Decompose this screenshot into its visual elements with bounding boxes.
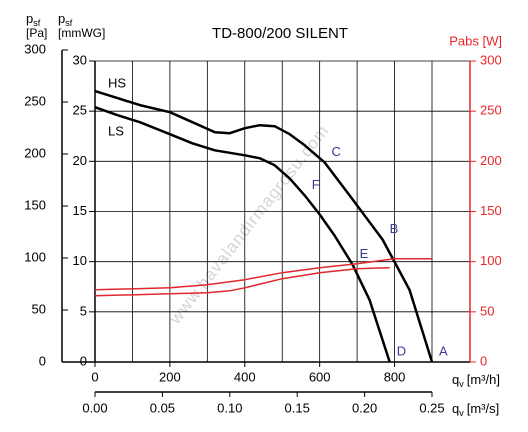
series-label: LS: [108, 124, 124, 139]
y-tick-label: 15: [73, 203, 87, 218]
axis-unit: [mmWG]: [58, 26, 105, 40]
label-symbol: q: [452, 401, 459, 416]
y-tick-label: 0: [80, 353, 87, 368]
y2-tick-label: 0: [480, 353, 487, 368]
watermark: www.havalandirmagrosu.com: [165, 121, 333, 328]
y2-tick-label: 50: [480, 303, 494, 318]
point-label: C: [332, 144, 341, 159]
y2-label: Pabs [W]: [449, 33, 502, 48]
label-sub: sf: [65, 18, 73, 28]
series-line: [94, 266, 390, 297]
y2-tick-label: 200: [480, 153, 502, 168]
x-tick-label: 0: [91, 369, 98, 384]
series-line: [94, 257, 432, 291]
series-line: [94, 106, 391, 363]
x-tick-label: 400: [234, 369, 256, 384]
label-sub: sf: [33, 18, 41, 28]
pa-tick-label: 150: [24, 197, 46, 212]
axis-label: psf: [26, 11, 41, 28]
label-sub: v: [459, 408, 464, 418]
y-tick-label: 10: [73, 253, 87, 268]
x2-tick-label: 0.00: [82, 400, 107, 415]
pa-tick-label: 0: [39, 353, 46, 368]
x2-tick-label: 0.25: [419, 400, 444, 415]
series-line: [94, 89, 434, 363]
pa-tick-label: 300: [24, 41, 46, 56]
label-symbol: q: [452, 372, 459, 387]
x2-tick-label: 0.20: [352, 400, 377, 415]
x-tick-label: 200: [159, 369, 181, 384]
y2-tick-label: 150: [480, 203, 502, 218]
label-symbol: p: [58, 11, 65, 26]
point-label: E: [360, 246, 369, 261]
y-tick-label: 25: [73, 103, 87, 118]
y2-tick-label: 300: [480, 52, 502, 67]
point-label: F: [312, 177, 320, 192]
y2-tick-label: 100: [480, 253, 502, 268]
x-tick-label: 600: [309, 369, 331, 384]
series-label: HS: [108, 76, 126, 91]
label-sub: v: [459, 379, 464, 389]
y-tick-label: 5: [80, 303, 87, 318]
label-unit: [m³/s]: [467, 401, 500, 416]
axis-label: qv [m³/s]: [452, 401, 499, 418]
x2-tick-label: 0.15: [285, 400, 310, 415]
pa-tick-label: 200: [24, 145, 46, 160]
pa-tick-label: 50: [32, 301, 46, 316]
y-tick-label: 30: [73, 52, 87, 67]
pa-tick-label: 250: [24, 93, 46, 108]
pa-tick-label: 100: [24, 249, 46, 264]
y2-tick-label: 250: [480, 103, 502, 118]
point-label: B: [390, 221, 399, 236]
axis-label: psf: [58, 11, 73, 28]
x2-tick-label: 0.05: [150, 400, 175, 415]
chart-title: TD-800/200 SILENT: [212, 25, 348, 42]
label-symbol: p: [26, 11, 33, 26]
y-tick-label: 20: [73, 153, 87, 168]
label-unit: [m³/h]: [467, 372, 500, 387]
x-tick-label: 800: [384, 369, 406, 384]
point-label: D: [397, 343, 406, 358]
x2-tick-label: 0.10: [217, 400, 242, 415]
point-label: A: [439, 343, 448, 358]
axis-unit: [Pa]: [26, 26, 47, 40]
axis-label: qv [m³/h]: [452, 372, 500, 389]
